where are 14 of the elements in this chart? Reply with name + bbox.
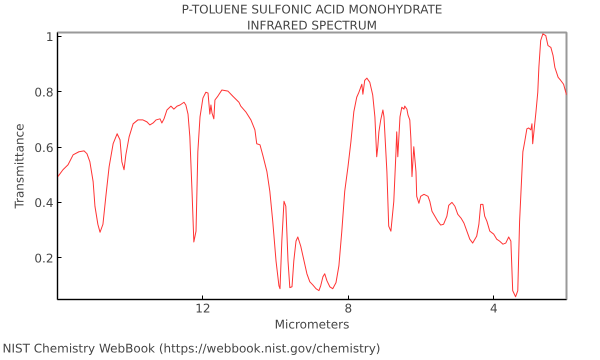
x-tick-label: 12 bbox=[195, 302, 211, 316]
x-axis-title: Micrometers bbox=[274, 318, 350, 332]
y-tick-label: 1 bbox=[46, 30, 54, 44]
y-axis-title: Transmittance bbox=[12, 123, 26, 210]
chart-title: P-TOLUENE SULFONIC ACID MONOHYDRATE bbox=[182, 2, 442, 16]
chart-subtitle: INFRARED SPECTRUM bbox=[246, 18, 378, 32]
x-tick-label: 4 bbox=[490, 302, 498, 316]
y-tick-label: 0.2 bbox=[34, 251, 54, 266]
y-tick-label: 0.4 bbox=[34, 196, 54, 210]
line-series bbox=[58, 33, 566, 298]
y-tick-label: 0.6 bbox=[34, 140, 54, 155]
y-tick-label: 0.8 bbox=[34, 85, 54, 100]
text: NIST Chemistry WebBook (https://webbook.nist.gov/chemistry) bbox=[2, 342, 380, 356]
x-tick-label: 8 bbox=[344, 302, 352, 316]
